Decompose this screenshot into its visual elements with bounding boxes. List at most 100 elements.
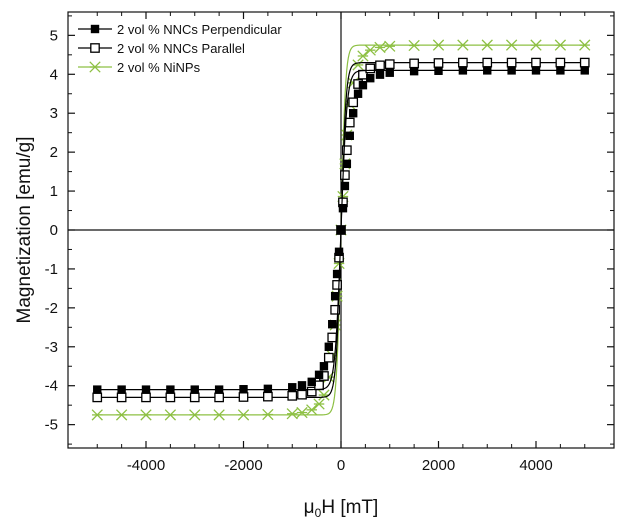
axis-ticks [68, 12, 614, 448]
marker-filled-square [385, 68, 394, 77]
marker-open-square [90, 43, 100, 53]
x-tick-label: -2000 [224, 457, 262, 474]
legend: 2 vol % NNCs Perpendicular 2 vol % NNCs P… [78, 22, 282, 75]
marker-filled-square [434, 66, 443, 75]
y-tick-label: 2 [50, 144, 58, 161]
marker-star [530, 39, 542, 51]
y-tick-label: 4 [50, 66, 58, 83]
legend-item: 2 vol % NNCs Perpendicular [78, 22, 282, 37]
marker-open-square [433, 58, 444, 68]
marker-star [213, 409, 225, 421]
axis-tick-labels: -4000 -2000 0 2000 4000 -5 -4 -3 -2 -1 0 1 2 3 4 5 [45, 27, 553, 474]
marker-filled-square [342, 159, 352, 169]
marker-star [262, 408, 274, 421]
marker-open-square [287, 390, 298, 401]
marker-open-square [238, 392, 249, 402]
x-axis-title-sub: 0 [315, 506, 322, 520]
marker-filled-square [507, 66, 516, 75]
marker-star [164, 409, 177, 421]
marker-open-square [323, 352, 334, 363]
marker-star [384, 40, 396, 52]
x-tick-label: 0 [337, 457, 345, 474]
marker-filled-square [556, 66, 565, 75]
marker-star [115, 409, 128, 421]
marker-filled-square [214, 385, 224, 394]
marker-open-square [458, 57, 468, 68]
marker-star [374, 41, 386, 54]
marker-filled-square [190, 385, 199, 394]
marker-star [296, 406, 308, 419]
marker-star [140, 409, 152, 421]
marker-star [481, 39, 493, 51]
x-tick-label: 4000 [519, 457, 552, 474]
marker-open-square [330, 304, 341, 315]
marker-filled-square [288, 383, 297, 392]
marker-open-square [341, 145, 352, 156]
marker-open-square [365, 63, 376, 74]
marker-open-square [263, 391, 273, 402]
marker-star [313, 398, 325, 410]
marker-filled-square [336, 225, 346, 235]
x-axis-title-mu: μ [304, 497, 315, 518]
marker-star [505, 39, 518, 51]
marker-open-square [92, 392, 103, 403]
marker-filled-square [117, 385, 126, 394]
series-1 [92, 57, 590, 403]
marker-star [237, 409, 250, 421]
marker-filled-square [334, 247, 344, 256]
x-axis-title: μ0H [mT] [304, 497, 379, 520]
series-layer [91, 39, 591, 421]
marker-filled-square [166, 385, 175, 394]
marker-open-square [141, 392, 151, 403]
marker-filled-square [319, 362, 329, 371]
marker-open-square [327, 332, 338, 343]
marker-open-square [579, 57, 590, 68]
marker-filled-square [338, 204, 348, 213]
marker-star [89, 61, 101, 73]
marker-open-square [384, 59, 395, 70]
marker-open-square [506, 57, 517, 68]
marker-open-square [375, 60, 385, 71]
x-tick-label: 2000 [422, 457, 455, 474]
marker-star [579, 39, 591, 51]
series-0 [93, 66, 589, 394]
marker-star [352, 59, 364, 71]
legend-item: 2 vol % NNCs Parallel [78, 41, 245, 56]
marker-filled-square [93, 385, 102, 394]
marker-open-square [214, 392, 224, 403]
marker-filled-square [332, 269, 342, 279]
y-tick-label: -2 [45, 300, 58, 317]
marker-star [318, 389, 330, 401]
marker-filled-square [353, 89, 363, 98]
marker-filled-square [375, 70, 385, 79]
marker-open-square [306, 386, 317, 397]
y-tick-label: 5 [50, 27, 58, 44]
marker-open-square [348, 97, 359, 108]
marker-filled-square [345, 131, 354, 140]
marker-filled-square [314, 370, 324, 380]
marker-open-square [116, 392, 127, 403]
x-tick-label: -4000 [127, 457, 165, 474]
marker-filled-square [458, 66, 468, 75]
marker-filled-square [239, 385, 248, 394]
marker-filled-square [348, 109, 358, 118]
marker-star [408, 39, 420, 52]
marker-open-square [555, 57, 566, 68]
y-tick-label: 1 [50, 183, 58, 200]
marker-filled-square [358, 80, 368, 90]
marker-filled-square [328, 320, 337, 329]
marker-filled-square [340, 181, 350, 191]
legend-label: 2 vol % NNCs Parallel [117, 41, 245, 56]
marker-star [554, 39, 567, 51]
marker-filled-square [483, 66, 492, 75]
marker-open-square [314, 380, 324, 391]
marker-star [432, 39, 445, 51]
legend-label: 2 vol % NiNPs [117, 60, 201, 75]
marker-open-square [340, 170, 350, 180]
legend-item: 2 vol % NiNPs [78, 60, 201, 75]
marker-open-square [297, 389, 307, 400]
marker-open-square [344, 117, 355, 128]
y-axis-title: Magnetization [emu/g] [14, 137, 35, 324]
marker-open-square [189, 392, 200, 403]
marker-filled-square [90, 24, 100, 34]
